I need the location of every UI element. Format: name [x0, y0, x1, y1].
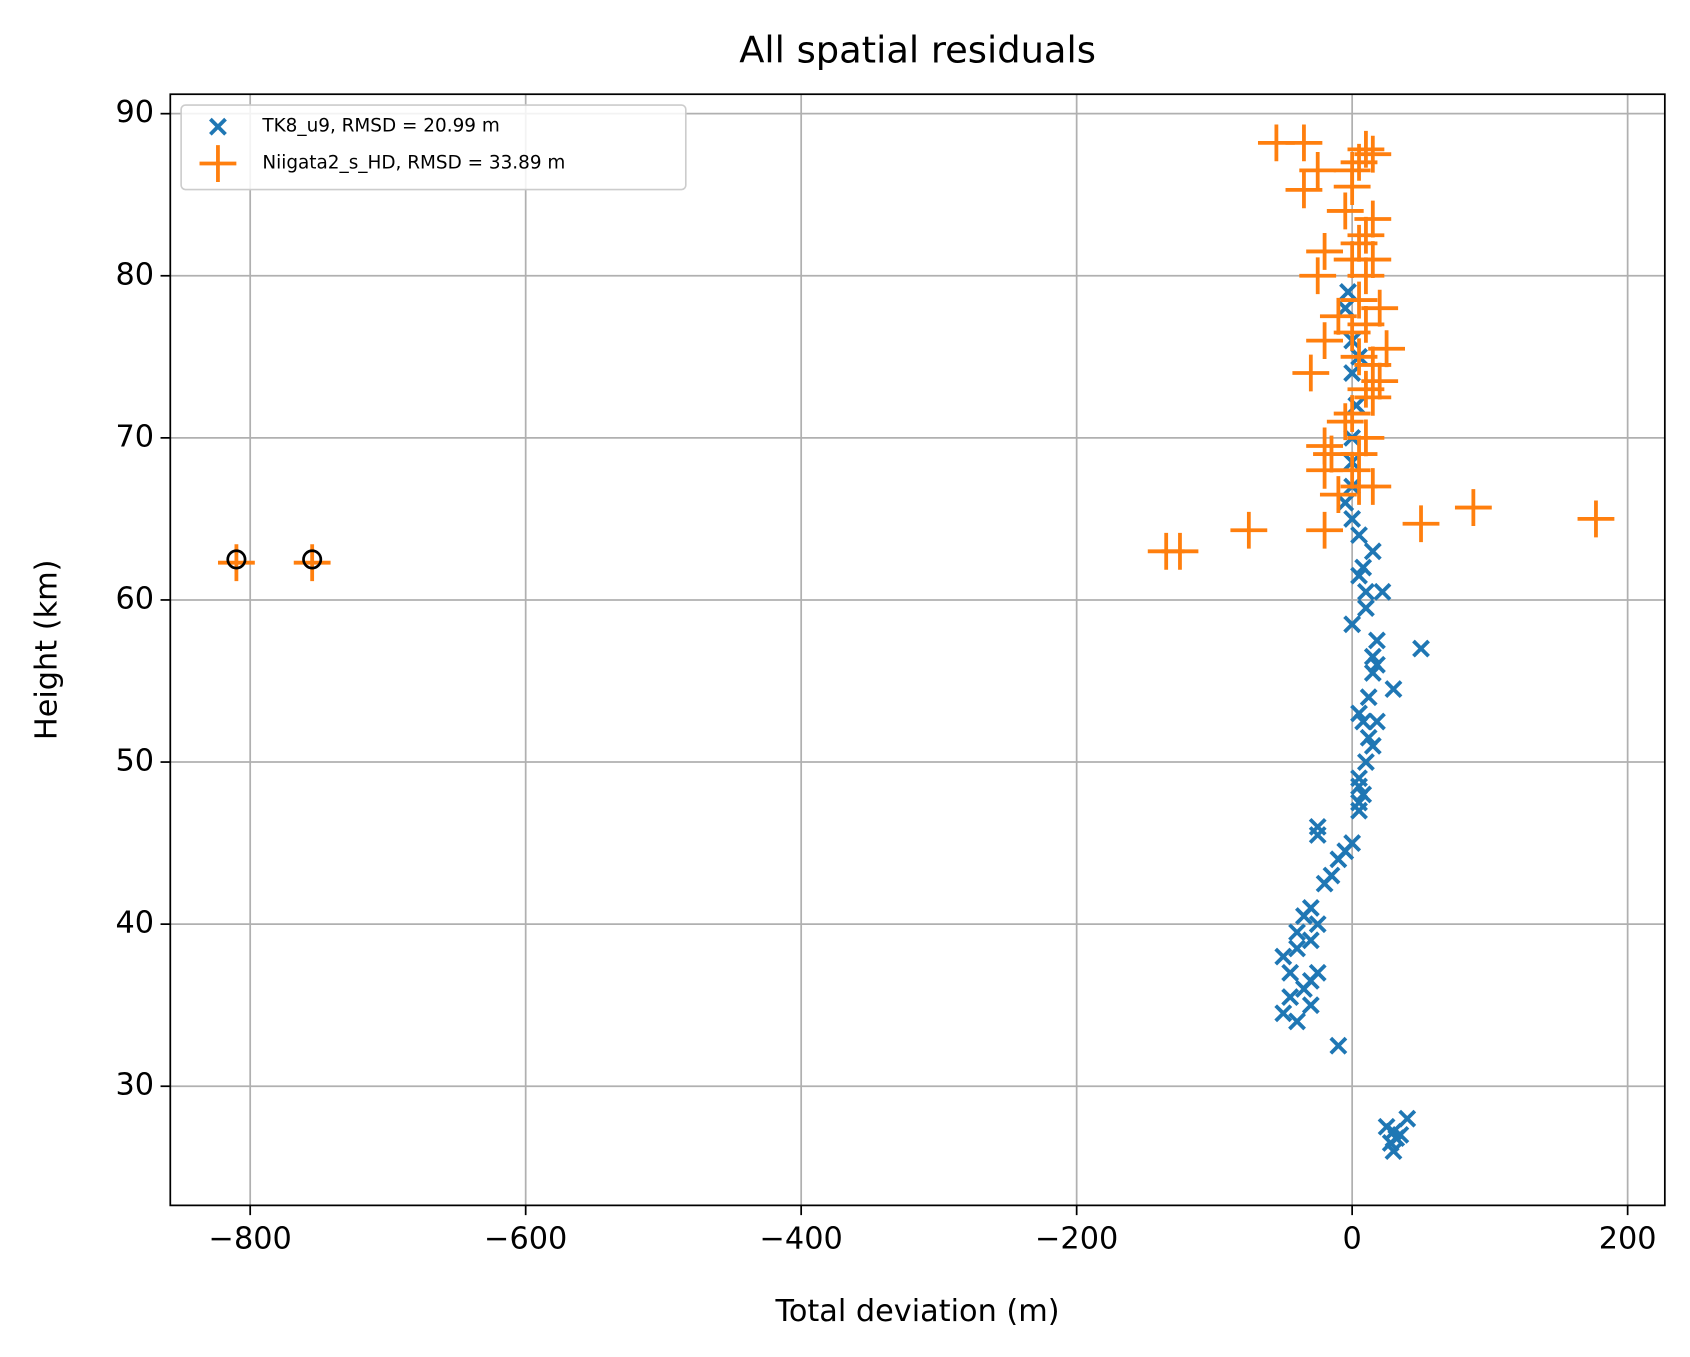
point — [1343, 615, 1362, 634]
point — [1350, 526, 1368, 545]
point — [1354, 468, 1392, 505]
point — [1347, 419, 1385, 457]
point — [1230, 511, 1268, 549]
y-axis-label: Height (km) — [29, 560, 64, 741]
point — [226, 549, 247, 570]
point — [1363, 542, 1382, 561]
point — [1299, 257, 1337, 295]
x-tick-label: −600 — [484, 1222, 567, 1257]
point — [1281, 963, 1300, 982]
point — [1350, 769, 1368, 788]
point — [1326, 192, 1364, 230]
point — [1343, 509, 1362, 528]
point — [1340, 435, 1378, 473]
point — [1322, 866, 1341, 885]
point — [1347, 216, 1385, 254]
point — [1354, 378, 1392, 416]
x-tick-label: 200 — [1599, 1222, 1657, 1257]
point — [1340, 281, 1378, 319]
point — [1577, 500, 1615, 538]
chart-title: All spatial residuals — [739, 28, 1096, 71]
point — [1308, 817, 1327, 836]
point — [1387, 1129, 1406, 1148]
point — [1308, 963, 1327, 982]
point — [1299, 151, 1337, 189]
point — [1301, 899, 1320, 917]
x-axis-label: Total deviation (m) — [774, 1294, 1059, 1329]
y-tick-label: 50 — [115, 744, 154, 779]
point — [1357, 599, 1375, 617]
point — [1306, 511, 1344, 549]
point — [1359, 688, 1378, 707]
point — [1357, 753, 1375, 771]
point — [1288, 923, 1306, 942]
point — [1306, 427, 1344, 465]
point — [1285, 171, 1323, 209]
y-tick-label: 70 — [115, 419, 154, 454]
point — [1398, 1109, 1417, 1128]
point — [1361, 362, 1399, 400]
point — [1319, 297, 1357, 335]
y-tick-label: 40 — [115, 906, 154, 941]
y-tick-label: 30 — [115, 1068, 154, 1103]
point — [1412, 639, 1430, 658]
point — [1354, 200, 1392, 238]
point — [1274, 947, 1293, 966]
point — [1363, 647, 1382, 666]
point — [1368, 712, 1386, 731]
plot-frame — [169, 93, 1666, 1207]
point — [1361, 289, 1399, 327]
point — [1281, 988, 1300, 1007]
point — [1301, 931, 1320, 950]
y-tick-label: 80 — [115, 257, 154, 292]
point — [1301, 996, 1320, 1015]
point — [1306, 233, 1344, 270]
x-tick-label: −200 — [1035, 1222, 1118, 1257]
point — [1308, 915, 1327, 934]
point — [1339, 283, 1357, 301]
point — [1292, 354, 1330, 392]
x-tick-label: −400 — [760, 1222, 843, 1257]
point — [1347, 130, 1385, 168]
legend-marker — [199, 145, 237, 182]
point — [1333, 395, 1371, 432]
point — [1368, 330, 1405, 368]
point — [1359, 728, 1378, 747]
point — [1288, 1012, 1306, 1031]
y-tick-label: 60 — [115, 581, 154, 616]
point — [1384, 680, 1403, 699]
y-tick-label: 90 — [115, 95, 154, 130]
point — [1357, 582, 1375, 601]
point — [1373, 582, 1392, 601]
point — [1340, 224, 1378, 262]
legend-box — [180, 104, 687, 191]
point — [302, 549, 323, 570]
point — [1319, 476, 1357, 514]
legend-label: Niigata2_s_HD, RMSD = 33.89 m — [262, 153, 565, 174]
point — [1454, 489, 1492, 526]
legend-marker — [209, 117, 227, 136]
point — [1161, 532, 1199, 570]
legend-label: TK8_u9, RMSD = 20.99 m — [261, 116, 499, 137]
x-tick-label: −800 — [209, 1222, 292, 1257]
point — [1326, 403, 1364, 441]
point — [1354, 558, 1373, 577]
point — [1306, 322, 1344, 360]
point — [1368, 631, 1386, 650]
point — [1354, 135, 1392, 173]
x-tick-label: 0 — [1343, 1222, 1362, 1257]
point — [1274, 1004, 1293, 1023]
point — [1402, 505, 1440, 543]
point — [1329, 1036, 1348, 1055]
point — [1333, 451, 1371, 489]
point — [1333, 151, 1371, 189]
point — [1343, 834, 1362, 853]
point — [1288, 939, 1306, 958]
point — [1340, 338, 1378, 376]
point — [1350, 704, 1368, 723]
point — [1285, 124, 1323, 162]
